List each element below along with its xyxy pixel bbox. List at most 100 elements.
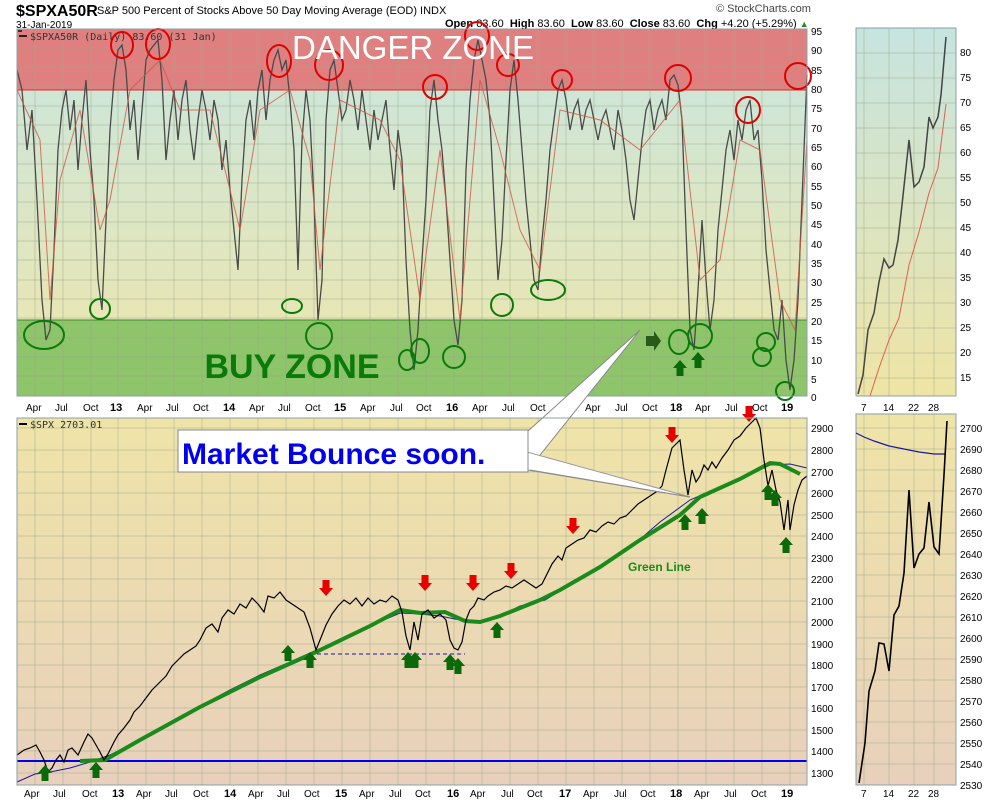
side-top-y-axis: 80 75 70 65 60 55 50 45 40 35 30 25 20 15 <box>960 48 972 384</box>
svg-text:Apr: Apr <box>695 403 711 414</box>
copyright: © StockCharts.com <box>716 3 811 15</box>
svg-text:35: 35 <box>960 273 972 284</box>
svg-text:Apr: Apr <box>26 403 42 414</box>
svg-text:1900: 1900 <box>811 640 834 651</box>
svg-text:Jul: Jul <box>55 403 68 414</box>
svg-text:Jul: Jul <box>390 403 403 414</box>
side-bottom-y-axis: 2700 2690 2680 2670 2660 2650 2640 2630 2620 2… <box>960 424 983 792</box>
svg-text:Apr: Apr <box>360 403 376 414</box>
svg-text:55: 55 <box>960 173 972 184</box>
svg-text:Oct: Oct <box>527 789 543 800</box>
svg-text:14: 14 <box>883 789 895 800</box>
svg-text:35: 35 <box>811 259 823 270</box>
svg-text:Oct: Oct <box>530 403 546 414</box>
spxa50r-panel: DANGER ZONE BUY ZONE $SPXA50R (Daily) 83… <box>16 21 812 401</box>
spxa50r-legend: $SPXA50R (Daily) 83.60 (31 Jan) <box>30 32 217 43</box>
svg-text:Oct: Oct <box>82 789 98 800</box>
svg-text:55: 55 <box>811 182 823 193</box>
svg-text:15: 15 <box>335 788 347 800</box>
svg-text:16: 16 <box>446 402 458 414</box>
svg-text:17: 17 <box>559 788 571 800</box>
svg-text:Oct: Oct <box>415 789 431 800</box>
svg-text:2560: 2560 <box>960 718 983 729</box>
svg-text:1700: 1700 <box>811 683 834 694</box>
svg-text:2610: 2610 <box>960 613 983 624</box>
svg-text:Jul: Jul <box>501 789 514 800</box>
svg-text:Oct: Oct <box>304 789 320 800</box>
svg-text:1500: 1500 <box>811 726 834 737</box>
svg-text:2700: 2700 <box>811 468 834 479</box>
spxa50r-detail-line <box>857 36 947 395</box>
spx-price-line <box>16 416 808 774</box>
svg-text:14: 14 <box>883 403 895 414</box>
svg-text:30: 30 <box>960 298 972 309</box>
svg-text:2200: 2200 <box>811 575 834 586</box>
svg-text:Oct: Oct <box>752 403 768 414</box>
svg-text:2670: 2670 <box>960 487 983 498</box>
symbol-description: S&P 500 Percent of Stocks Above 50 Day M… <box>97 5 447 17</box>
svg-text:Apr: Apr <box>137 403 153 414</box>
svg-text:15: 15 <box>811 336 823 347</box>
svg-text:2530: 2530 <box>960 781 983 792</box>
spx-panel: Market Bounce soon. Green Line $SPX 2703… <box>16 329 808 786</box>
svg-text:16: 16 <box>447 788 459 800</box>
svg-text:18: 18 <box>670 402 682 414</box>
green-line-label: Green Line <box>628 560 691 574</box>
svg-text:Jul: Jul <box>278 403 291 414</box>
svg-text:Apr: Apr <box>359 789 375 800</box>
svg-text:Apr: Apr <box>470 789 486 800</box>
spxa50r-detail-ma <box>869 103 947 397</box>
svg-text:70: 70 <box>960 98 972 109</box>
svg-text:1600: 1600 <box>811 704 834 715</box>
svg-text:40: 40 <box>811 240 823 251</box>
spxa50r-ma-line <box>16 59 808 332</box>
svg-text:2700: 2700 <box>960 424 983 435</box>
svg-text:1300: 1300 <box>811 769 834 780</box>
callout-text: Market Bounce soon. <box>182 438 485 471</box>
svg-text:Apr: Apr <box>583 789 599 800</box>
svg-text:14: 14 <box>224 788 237 800</box>
spx-detail-ma <box>855 432 946 455</box>
svg-text:Oct: Oct <box>751 789 767 800</box>
svg-text:Oct: Oct <box>83 403 99 414</box>
svg-text:25: 25 <box>811 298 823 309</box>
danger-zone-label: DANGER ZONE <box>292 29 534 66</box>
svg-text:Oct: Oct <box>193 789 209 800</box>
svg-text:95: 95 <box>811 27 823 38</box>
svg-text:Oct: Oct <box>642 403 658 414</box>
green-line <box>79 460 801 763</box>
svg-text:1800: 1800 <box>811 661 834 672</box>
svg-text:2300: 2300 <box>811 554 834 565</box>
right-arrow-icon <box>646 331 661 351</box>
svg-text:15: 15 <box>960 373 972 384</box>
svg-text:1400: 1400 <box>811 747 834 758</box>
svg-text:22: 22 <box>908 789 920 800</box>
svg-text:Jul: Jul <box>277 789 290 800</box>
svg-text:25: 25 <box>960 323 972 334</box>
svg-text:2100: 2100 <box>811 597 834 608</box>
svg-text:13: 13 <box>112 788 124 800</box>
ohlc-readout: Open 83.60 High 83.60 Low 83.60 Close 83… <box>445 18 809 30</box>
svg-text:2620: 2620 <box>960 592 983 603</box>
spx-detail-panel <box>855 413 957 786</box>
svg-text:Oct: Oct <box>305 403 321 414</box>
svg-text:2540: 2540 <box>960 760 983 771</box>
svg-text:Jul: Jul <box>725 403 738 414</box>
svg-text:Apr: Apr <box>24 789 40 800</box>
svg-text:Oct: Oct <box>640 789 656 800</box>
chart-date: 31-Jan-2019 <box>16 20 73 31</box>
svg-text:2900: 2900 <box>811 424 834 435</box>
svg-text:2650: 2650 <box>960 529 983 540</box>
svg-text:30: 30 <box>811 278 823 289</box>
symbol-title: $SPXA50R <box>16 3 98 20</box>
svg-text:Jul: Jul <box>389 789 402 800</box>
svg-text:Jul: Jul <box>53 789 66 800</box>
bottom-x-axis: Apr Jul Oct 13 Apr Jul Oct 14 Apr Jul Oct 15 Apr J… <box>24 788 793 800</box>
up-triangle-icon: ▲ <box>799 19 809 29</box>
svg-text:2630: 2630 <box>960 571 983 582</box>
svg-text:2640: 2640 <box>960 550 983 561</box>
svg-text:Oct: Oct <box>416 403 432 414</box>
svg-text:Apr: Apr <box>694 789 710 800</box>
svg-text:20: 20 <box>960 348 972 359</box>
